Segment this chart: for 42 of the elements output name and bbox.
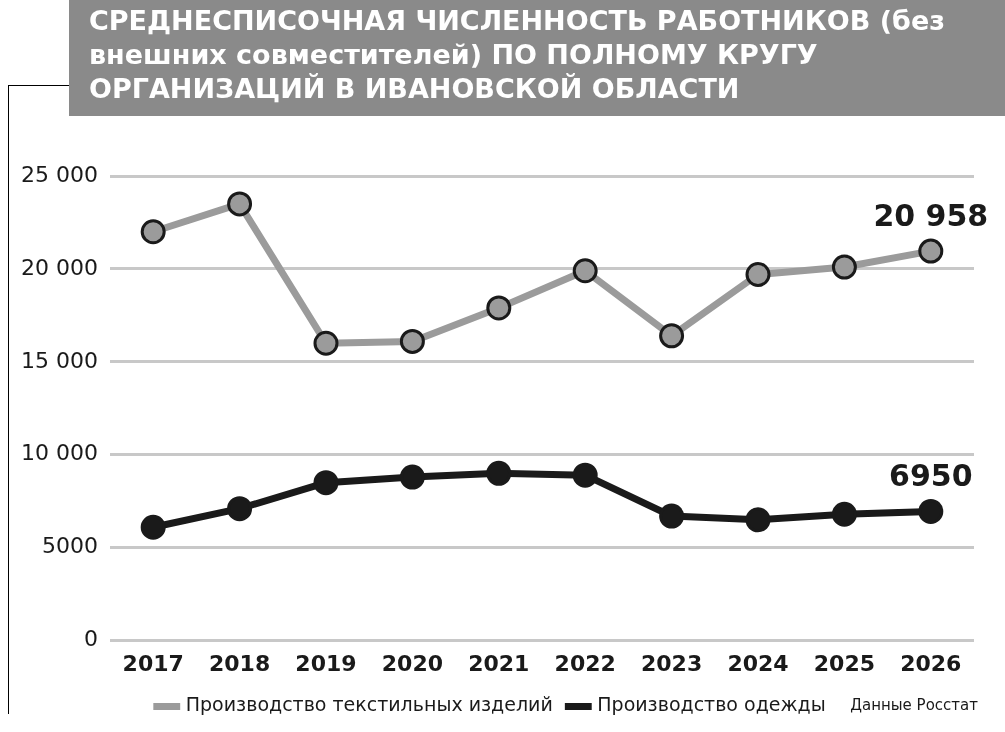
point — [227, 496, 253, 522]
point — [745, 262, 771, 287]
legend-label: Производство текстильных изделий — [185, 693, 553, 716]
x-tick-label: 2018 — [208, 650, 271, 676]
point — [659, 323, 685, 349]
point — [486, 460, 512, 486]
point — [745, 507, 771, 533]
point — [659, 503, 685, 529]
point — [140, 219, 166, 245]
x-tick-label: 2023 — [640, 650, 703, 676]
point — [399, 464, 425, 490]
y-tick-label: 0 — [83, 626, 98, 652]
x-tick-label: 2020 — [381, 650, 443, 676]
x-tick-label: 2022 — [554, 650, 616, 676]
y-tick-label: 25 000 — [20, 161, 98, 187]
legend-label: Производство одежды — [597, 693, 826, 716]
point — [572, 462, 598, 488]
point — [313, 470, 339, 496]
point — [572, 258, 598, 284]
point — [227, 191, 253, 217]
x-tick-label: 2024 — [727, 650, 789, 676]
point — [399, 328, 425, 354]
y-tick-label: 20 000 — [20, 254, 98, 280]
point — [831, 254, 857, 280]
y-tick-label: 5000 — [41, 533, 98, 559]
x-tick-label: 2025 — [813, 650, 876, 676]
point — [486, 295, 512, 321]
x-tick-label: 2019 — [295, 650, 357, 676]
point — [140, 514, 166, 540]
point — [313, 330, 339, 356]
y-tick-label: 10 000 — [20, 440, 98, 466]
point — [918, 238, 944, 264]
x-tick-label: 2017 — [122, 650, 184, 676]
y-tick-label: 15 000 — [20, 347, 98, 373]
x-tick-label: 2026 — [900, 650, 962, 676]
text: Данные Росстат — [850, 696, 978, 714]
data-label: 20 958 — [873, 197, 989, 233]
data-label: 6950 — [889, 458, 973, 494]
point — [918, 498, 944, 524]
chart-title: СРЕДНЕСПИСОЧНАЯ ЧИСЛЕННОСТЬ РАБОТНИКОВ (без внешних совместителей) ПО ПОЛНОМУ КРУГУ ОРГАНИЗАЦИЙ В ИВАНОВСКОЙ ОБЛАСТИ — [69, 0, 1005, 116]
x-tick-label: 2021 — [468, 650, 530, 676]
point — [831, 501, 857, 527]
